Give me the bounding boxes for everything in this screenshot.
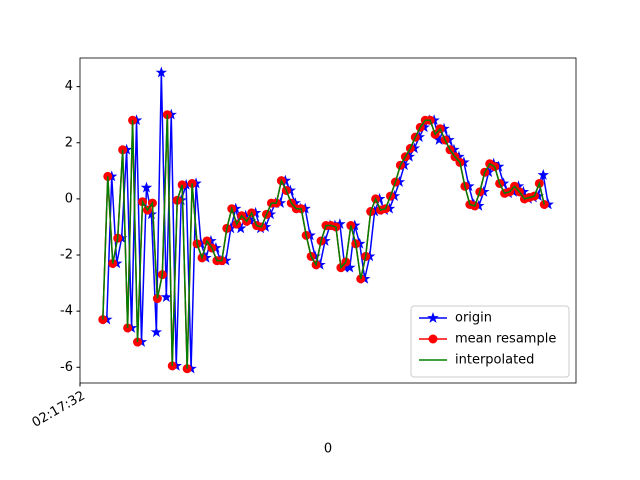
legend-frame [410, 305, 570, 378]
marker [537, 169, 549, 180]
marker [140, 181, 153, 193]
marker [539, 200, 549, 210]
marker [428, 334, 438, 344]
series-line [102, 114, 545, 369]
y-tick-label: 2 [65, 135, 73, 150]
y-tick-label: -6 [60, 360, 73, 375]
y-tick-label: 4 [65, 79, 73, 94]
marker [427, 311, 439, 323]
legend: origin mean resample interpolated [410, 305, 570, 378]
legend-label: origin [455, 311, 492, 326]
series [102, 114, 545, 369]
x-axis-label: 0 [324, 442, 332, 457]
legend-label: mean resample [455, 332, 556, 347]
x-tick-label: 02:17:32 [30, 389, 88, 431]
y-tick-label: -2 [60, 248, 73, 263]
marker [155, 66, 168, 78]
y-tick-label: 0 [65, 191, 73, 206]
y-tick-label: -4 [60, 304, 73, 319]
axes-frame [79, 57, 577, 384]
legend-label: interpolated [455, 353, 534, 368]
marker [160, 291, 173, 302]
marker [150, 326, 163, 338]
